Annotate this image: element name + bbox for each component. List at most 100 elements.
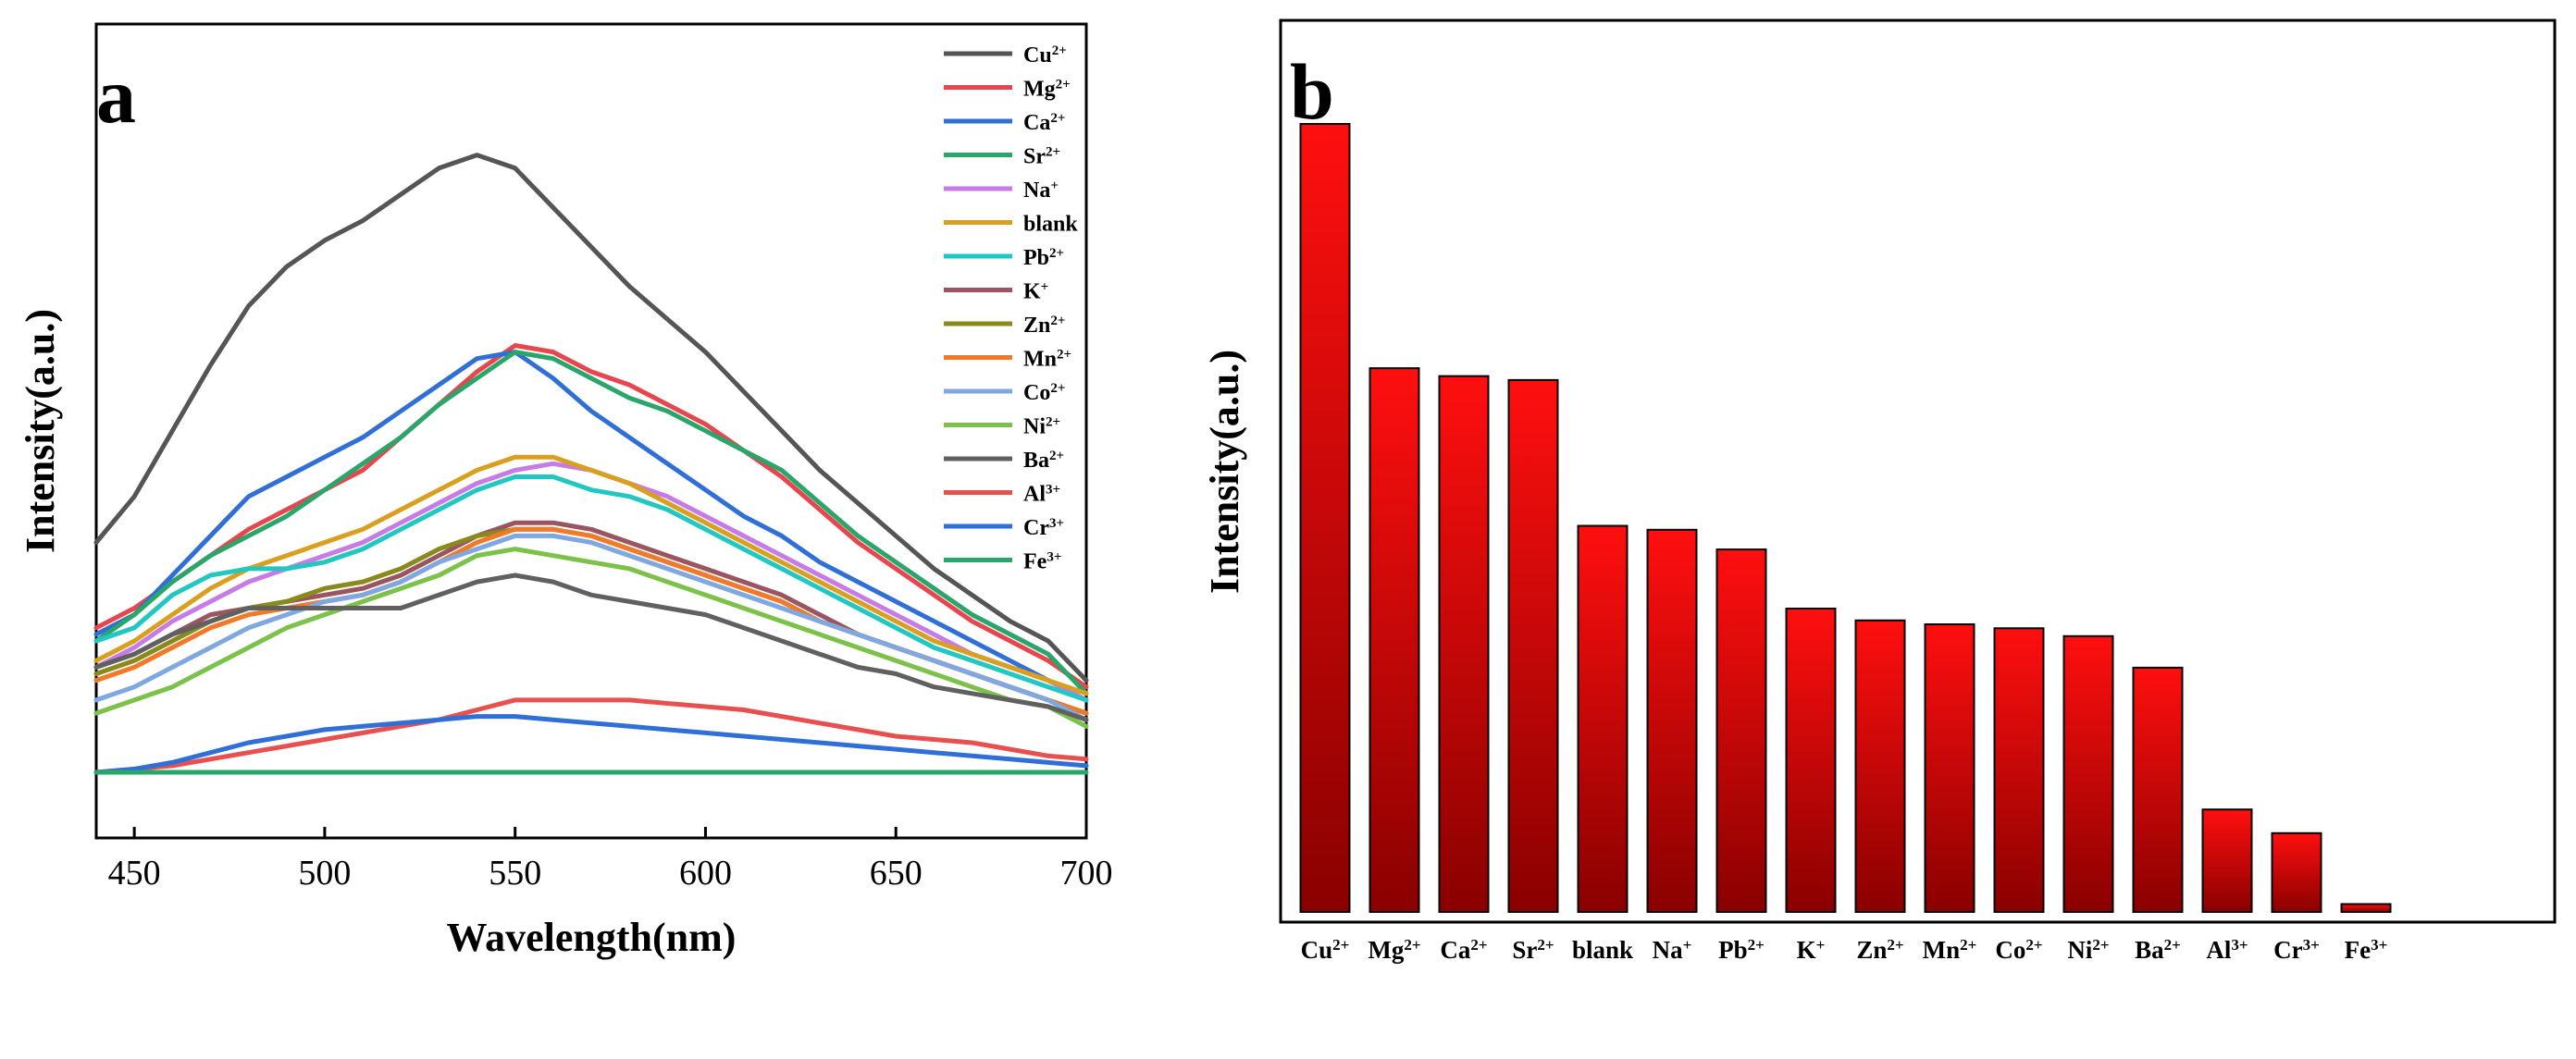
ion-symbol: Sr <box>1512 936 1537 964</box>
legend-a: Cu2+Mg2+Ca2+Sr2+Na+blankPb2+K+Zn2+Mn2+Co… <box>944 43 1078 574</box>
ion-charge: 3+ <box>1046 550 1061 565</box>
ion-symbol: Na <box>1653 936 1683 964</box>
legend-label-co: Co2+ <box>1023 381 1065 405</box>
ion-charge: 2+ <box>1404 936 1420 954</box>
x-tick-label-pb: Pb2+ <box>1718 936 1765 965</box>
ion-charge: 2+ <box>1332 936 1349 954</box>
bar-blank <box>1577 524 1629 914</box>
bar-na <box>1646 528 1698 914</box>
ion-symbol: Fe <box>1023 550 1047 574</box>
ion-charge: 3+ <box>2231 936 2248 954</box>
series-line-mg <box>93 343 1089 690</box>
ion-symbol: Ni <box>1023 415 1046 439</box>
bar-co <box>1993 627 2045 914</box>
legend-label-al: Al3+ <box>1023 483 1060 507</box>
ion-charge: + <box>1816 936 1826 954</box>
ion-symbol: K <box>1797 936 1816 964</box>
series-line-blank <box>93 454 1089 696</box>
ion-charge: 2+ <box>2164 936 2181 954</box>
bar-cr <box>2271 831 2322 913</box>
legend-label-zn: Zn2+ <box>1023 314 1065 338</box>
ion-charge: 2+ <box>1052 43 1067 58</box>
legend-label-blank: blank <box>1023 213 1078 237</box>
ion-charge: + <box>1683 936 1692 954</box>
ion-symbol: Mg <box>1368 936 1404 964</box>
ion-symbol: Mn <box>1023 348 1057 372</box>
x-tick-label-fe: Fe3+ <box>2345 936 2388 965</box>
bar-ba <box>2132 666 2184 913</box>
ion-symbol: blank <box>1572 936 1633 964</box>
series-line-cr <box>93 714 1089 775</box>
x-axis-ticks-a: 450 500 550 600 650 700 <box>108 827 1113 893</box>
ion-symbol: Co <box>1995 936 2025 964</box>
legend-label-mn: Mn2+ <box>1023 348 1071 372</box>
series-line-ca <box>93 350 1089 703</box>
ion-symbol: blank <box>1023 213 1078 237</box>
bar-cu <box>1299 123 1351 913</box>
ion-symbol: Ca <box>1440 936 1470 964</box>
legend-label-cu: Cu2+ <box>1023 43 1067 68</box>
ion-charge: 2+ <box>2025 936 2042 954</box>
bar-zn <box>1854 619 1906 913</box>
ion-symbol: Al <box>2206 936 2231 964</box>
legend-label-mg: Mg2+ <box>1023 78 1071 102</box>
ion-charge: 3+ <box>1049 516 1064 531</box>
bar-mn <box>1924 623 1975 914</box>
ion-symbol: Ca <box>1023 111 1050 135</box>
line-chart-panel-a: a Intensity(a.u.) Wavelength(nm) 450 500 5… <box>18 22 1113 960</box>
bar-al <box>2201 808 2253 913</box>
x-tick-label-ba: Ba2+ <box>2135 936 2181 965</box>
series-line-al <box>93 697 1089 775</box>
ion-charge: 2+ <box>1960 936 1976 954</box>
y-axis-label-b: Intensity(a.u.) <box>1202 350 1247 594</box>
ion-charge: 2+ <box>1049 449 1064 463</box>
ion-charge: 2+ <box>1056 78 1071 92</box>
x-tick-label: 450 <box>108 854 161 893</box>
x-tick-label-mg: Mg2+ <box>1368 936 1420 965</box>
series-line-sr <box>93 350 1089 696</box>
x-tick-label-cu: Cu2+ <box>1301 936 1350 965</box>
bars-b <box>1299 123 2392 914</box>
x-tick-label-na: Na+ <box>1653 936 1692 965</box>
ion-charge: + <box>1041 280 1049 295</box>
bar-pb <box>1715 548 1767 914</box>
series-line-pb <box>93 474 1089 703</box>
ion-charge: 2+ <box>1046 415 1060 430</box>
x-tick-label-co: Co2+ <box>1995 936 2042 965</box>
ion-charge: 2+ <box>1887 936 1903 954</box>
series-line-cu <box>93 153 1089 683</box>
series-lines-a <box>93 153 1089 775</box>
ion-symbol: Pb <box>1023 246 1049 270</box>
bar-fe <box>2340 903 2392 913</box>
ion-charge: 2+ <box>1046 145 1060 160</box>
ion-symbol: Cu <box>1023 43 1052 68</box>
ion-symbol: Ba <box>1023 449 1049 473</box>
legend-label-pb: Pb2+ <box>1023 246 1064 270</box>
ion-charge: 2+ <box>1050 381 1065 396</box>
ion-charge: 2+ <box>1057 348 1071 363</box>
bar-k <box>1785 607 1837 913</box>
ion-charge: 2+ <box>1050 314 1065 328</box>
ion-symbol: Ni <box>2067 936 2092 964</box>
ion-symbol: Fe <box>2345 936 2371 964</box>
legend-label-cr: Cr3+ <box>1023 516 1064 540</box>
ion-symbol: Na <box>1023 179 1050 203</box>
x-tick-label-ca: Ca2+ <box>1440 936 1487 965</box>
ion-symbol: Cr <box>1023 516 1049 540</box>
ion-symbol: Al <box>1023 483 1046 507</box>
ion-symbol: Ba <box>2135 936 2164 964</box>
x-tick-label: 650 <box>870 854 923 893</box>
ion-symbol: Mn <box>1923 936 1961 964</box>
ion-symbol: Pb <box>1718 936 1748 964</box>
legend-label-ca: Ca2+ <box>1023 111 1065 135</box>
x-tick-label-k: K+ <box>1797 936 1826 965</box>
ion-charge: 2+ <box>1537 936 1554 954</box>
panel-label-a: a <box>96 51 136 140</box>
x-tick-label: 550 <box>489 854 541 893</box>
x-tick-label-blank: blank <box>1572 936 1633 964</box>
ion-charge: 2+ <box>1050 111 1065 126</box>
ion-charge: 2+ <box>1470 936 1487 954</box>
x-tick-label: 500 <box>298 854 351 893</box>
ion-symbol: K <box>1023 280 1041 304</box>
